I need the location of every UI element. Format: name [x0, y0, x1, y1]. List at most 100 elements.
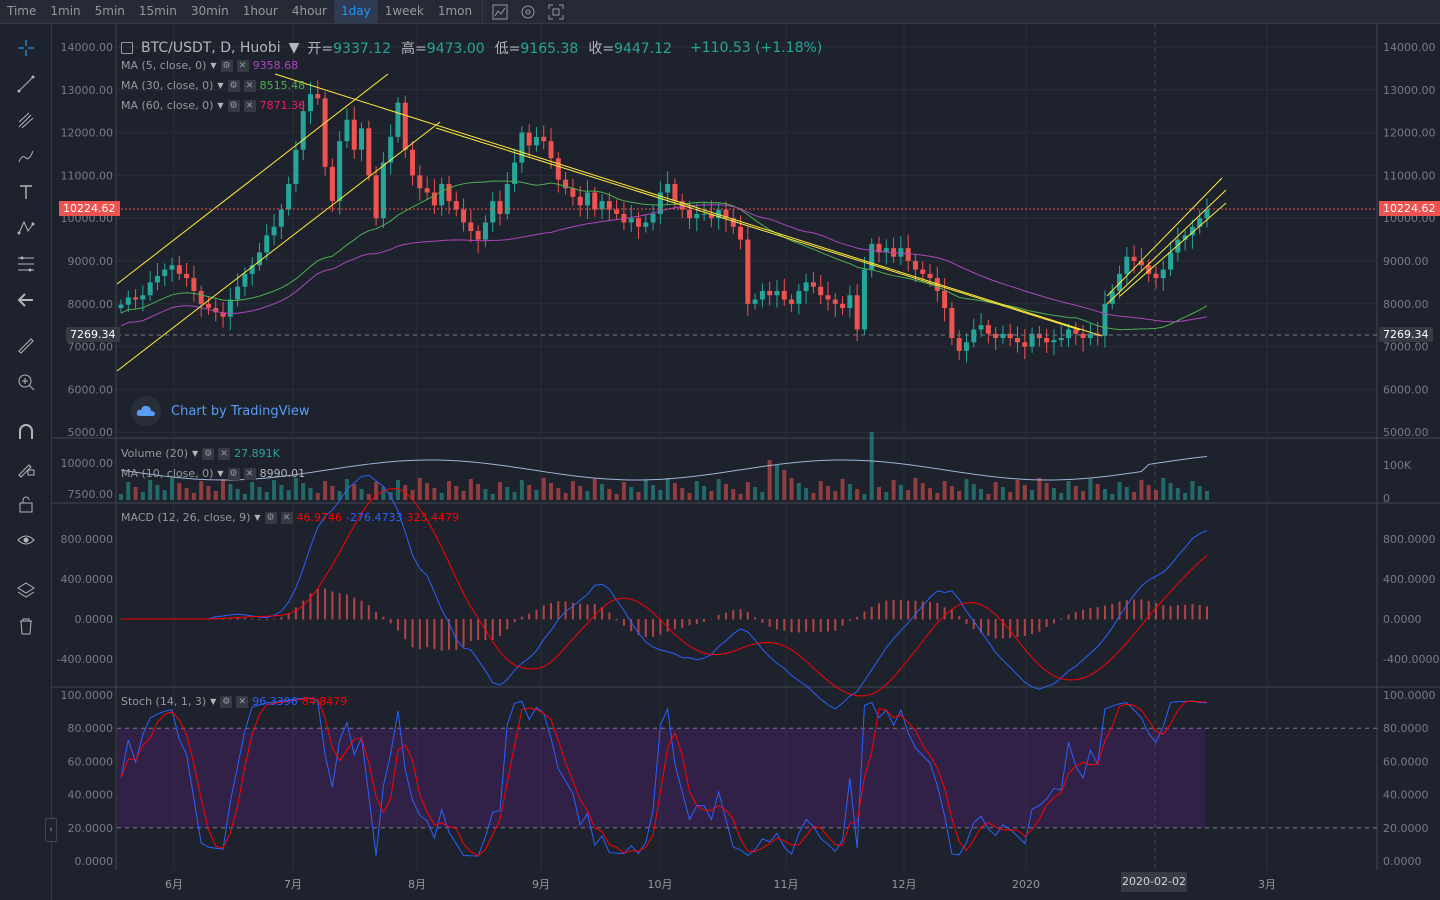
close-icon[interactable]: ✕	[218, 447, 231, 460]
ma-label[interactable]: MA (60, close, 0)	[121, 99, 214, 112]
ma-label[interactable]: MA (30, close, 0)	[121, 79, 214, 92]
candle-body	[854, 295, 860, 330]
chart-canvas[interactable]: 14000.00 14000.00 13000.00 13000.00 12000.00…	[52, 24, 1440, 900]
collapse-toolbar-button[interactable]: ‹	[45, 818, 57, 842]
volume-bar	[709, 491, 714, 500]
timeframe-1hour[interactable]: 1hour	[242, 4, 278, 18]
price-tick-left: 12000.00	[61, 127, 114, 140]
timeframe-1day[interactable]: 1day	[333, 0, 378, 23]
chevron-down-icon[interactable]: ▼	[192, 449, 199, 458]
gear-icon[interactable]: ⚙	[202, 447, 215, 460]
macd-histogram-bar	[1191, 604, 1194, 620]
candle-body	[256, 252, 262, 266]
gear-icon[interactable]: ⚙	[264, 511, 277, 524]
candle-body	[927, 273, 933, 279]
tradingview-watermark[interactable]: Chart by TradingView	[131, 396, 309, 426]
close-icon[interactable]: ✕	[236, 59, 249, 72]
trend-line-icon[interactable]	[12, 70, 40, 98]
chevron-down-icon[interactable]: ▼	[210, 697, 217, 706]
close-icon[interactable]: ✕	[280, 511, 293, 524]
ohlc-value: 9165.38	[520, 41, 579, 57]
volume-bar	[301, 483, 306, 500]
gear-icon[interactable]: ⚙	[220, 695, 233, 708]
symbol-title[interactable]: BTC/USDT, D, Huobi	[141, 40, 281, 56]
timeframe-5min[interactable]: 5min	[94, 4, 125, 18]
layers-icon[interactable]	[12, 576, 40, 604]
macd-histogram-bar	[1096, 607, 1099, 620]
macd-label[interactable]: MACD (12, 26, close, 9)	[121, 511, 251, 524]
zoom-icon[interactable]	[12, 368, 40, 396]
volume-ma-label[interactable]: MA (10, close, 0)	[121, 467, 214, 480]
unlock-icon[interactable]	[12, 490, 40, 518]
macd-histogram-bar	[1045, 619, 1048, 628]
macd-histogram-bar	[462, 619, 465, 647]
macd-histogram-bar	[542, 605, 545, 620]
gear-icon[interactable]: ⚙	[220, 59, 233, 72]
candle-body	[752, 299, 758, 304]
candle-body	[738, 226, 744, 240]
back-arrow-icon[interactable]	[12, 286, 40, 314]
stoch-label[interactable]: Stoch (14, 1, 3)	[121, 695, 207, 708]
chevron-down-icon[interactable]: ▼	[217, 81, 224, 90]
macd-histogram-bar	[513, 619, 516, 623]
gear-icon[interactable]: ⚙	[227, 79, 240, 92]
timeframe-15min[interactable]: 15min	[138, 4, 177, 18]
volume-bar	[279, 485, 284, 500]
macd-histogram-bar	[907, 600, 910, 620]
gear-icon[interactable]: ⚙	[227, 467, 240, 480]
timeframe-time[interactable]: Time	[7, 4, 37, 18]
magnet-icon[interactable]	[12, 418, 40, 446]
eye-icon[interactable]	[12, 526, 40, 554]
volume-bar	[993, 482, 998, 500]
macd-tick-right: -400.0000	[1383, 653, 1439, 666]
text-icon[interactable]	[12, 178, 40, 206]
macd-histogram-bar	[1118, 601, 1121, 620]
volume-bar	[680, 488, 685, 500]
pattern-icon[interactable]	[12, 214, 40, 242]
collapse-legend-icon[interactable]	[121, 42, 133, 54]
ruler-icon[interactable]	[12, 332, 40, 360]
volume-bar	[607, 489, 612, 500]
close-icon[interactable]: ✕	[236, 695, 249, 708]
timeframe-4hour[interactable]: 4hour	[291, 4, 327, 18]
timeframe-1mon[interactable]: 1mon	[437, 4, 473, 18]
price-tick-right: 7000.00	[1383, 341, 1429, 354]
pitchfork-icon[interactable]	[12, 106, 40, 134]
macd-histogram-bar	[1162, 605, 1165, 620]
close-icon[interactable]: ✕	[243, 79, 256, 92]
macd-histogram-bar	[732, 610, 735, 620]
settings-icon[interactable]	[514, 0, 542, 23]
stoch-tick-right: 100.0000	[1383, 689, 1436, 702]
trash-icon[interactable]	[12, 612, 40, 640]
chevron-down-icon[interactable]: ▼	[217, 469, 224, 478]
macd-histogram-bar	[724, 612, 727, 620]
fullscreen-icon[interactable]	[542, 0, 570, 23]
chevron-down-icon[interactable]: ▼	[288, 40, 300, 56]
candle-body	[125, 297, 131, 305]
volume-label[interactable]: Volume (20)	[121, 447, 188, 460]
crosshair-icon[interactable]	[12, 34, 40, 62]
timeframe-30min[interactable]: 30min	[190, 4, 229, 18]
ma-label[interactable]: MA (5, close, 0)	[121, 59, 207, 72]
macd-histogram-bar	[797, 619, 800, 633]
stoch-d-line	[120, 697, 1208, 857]
macd-histogram-bar	[273, 618, 276, 620]
candle-body	[1204, 208, 1210, 219]
gear-icon[interactable]: ⚙	[227, 99, 240, 112]
brush-icon[interactable]	[12, 142, 40, 170]
fib-icon[interactable]	[12, 250, 40, 278]
chevron-down-icon[interactable]: ▼	[254, 513, 261, 522]
indicators-icon[interactable]	[486, 0, 514, 23]
close-icon[interactable]: ✕	[243, 99, 256, 112]
volume-bar	[935, 493, 940, 500]
chevron-down-icon[interactable]: ▼	[210, 61, 217, 70]
volume-bar	[199, 481, 204, 500]
candle-body	[344, 119, 350, 142]
candle-body	[118, 304, 124, 309]
volume-bar	[272, 480, 277, 500]
timeframe-1week[interactable]: 1week	[384, 4, 424, 18]
timeframe-1min[interactable]: 1min	[50, 4, 81, 18]
chevron-down-icon[interactable]: ▼	[217, 101, 224, 110]
lock-draw-icon[interactable]	[12, 454, 40, 482]
close-icon[interactable]: ✕	[243, 467, 256, 480]
